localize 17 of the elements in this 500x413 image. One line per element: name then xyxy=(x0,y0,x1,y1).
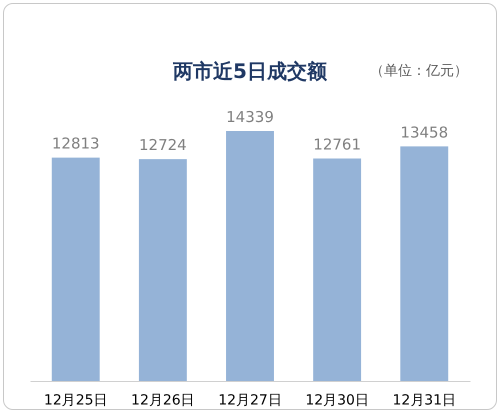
chart-title: 两市近5日成交额 xyxy=(173,59,327,83)
x-tick-label: 12月27日 xyxy=(218,392,282,408)
bar xyxy=(400,146,448,381)
bar xyxy=(313,158,362,381)
data-label: 14339 xyxy=(226,108,274,126)
bar xyxy=(138,159,187,381)
bar xyxy=(52,158,100,381)
data-label: 13458 xyxy=(400,123,448,142)
data-label: 12813 xyxy=(52,134,100,153)
x-tick-label: 12月26日 xyxy=(131,392,195,408)
bar xyxy=(226,131,274,381)
data-label: 12761 xyxy=(313,136,361,154)
x-tick-label: 12月31日 xyxy=(392,392,456,408)
x-tick-label: 12月30日 xyxy=(305,392,369,408)
data-label: 12724 xyxy=(139,136,187,154)
text: （单位：亿元） xyxy=(370,62,468,80)
x-tick-label: 12月25日 xyxy=(44,392,108,408)
